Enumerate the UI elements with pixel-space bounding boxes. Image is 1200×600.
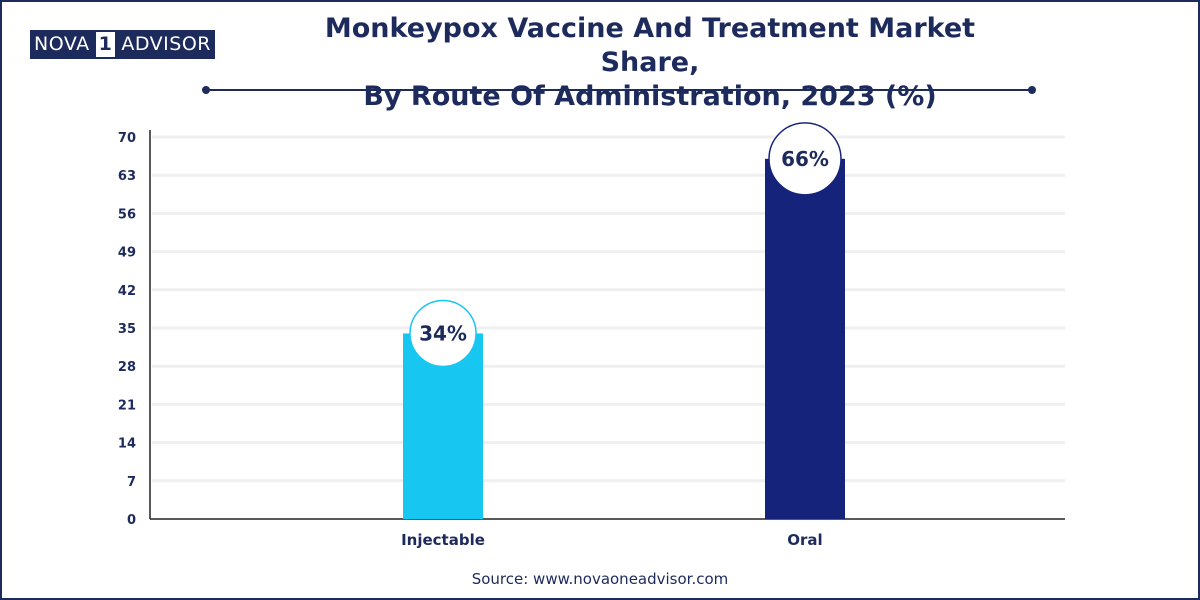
bar-oral xyxy=(765,158,845,520)
y-tick-label: 63 xyxy=(118,169,136,184)
title-divider xyxy=(202,86,1036,94)
x-tick-label: Oral xyxy=(787,531,822,549)
data-label: 34% xyxy=(419,321,467,345)
brand-logo: NOVA 1 ADVISOR xyxy=(30,30,215,59)
y-tick-label: 70 xyxy=(118,131,136,146)
logo-text-advisor: ADVISOR xyxy=(117,30,215,59)
data-label-bubble xyxy=(409,299,477,368)
y-tick-label: 7 xyxy=(127,475,136,490)
title-divider-left-dot xyxy=(202,86,210,94)
logo-text-nova: NOVA xyxy=(30,30,94,59)
y-tick-label: 49 xyxy=(118,246,136,261)
source-note: Source: www.novaoneadvisor.com xyxy=(471,570,729,588)
y-tick-label: 14 xyxy=(118,437,136,452)
y-tick-label: 56 xyxy=(118,207,136,222)
chart-title-line-2: By Route Of Administration, 2023 (%) xyxy=(363,81,937,112)
title-divider-right-dot xyxy=(1028,86,1036,94)
y-tick-label: 0 xyxy=(127,513,136,528)
x-tick-label: Injectable xyxy=(401,531,485,549)
y-tick-label: 35 xyxy=(118,322,136,337)
data-label-bubble xyxy=(768,122,842,196)
chart-title-line-1: Monkeypox Vaccine And Treatment Market S… xyxy=(324,13,976,78)
chart-title: Monkeypox Vaccine And Treatment Market S… xyxy=(300,12,1000,114)
y-tick-label: 42 xyxy=(118,284,136,299)
logo-text-one: 1 xyxy=(93,30,118,59)
y-tick-label: 28 xyxy=(118,360,136,375)
data-label: 66% xyxy=(781,147,829,171)
y-tick-label: 21 xyxy=(118,398,136,413)
